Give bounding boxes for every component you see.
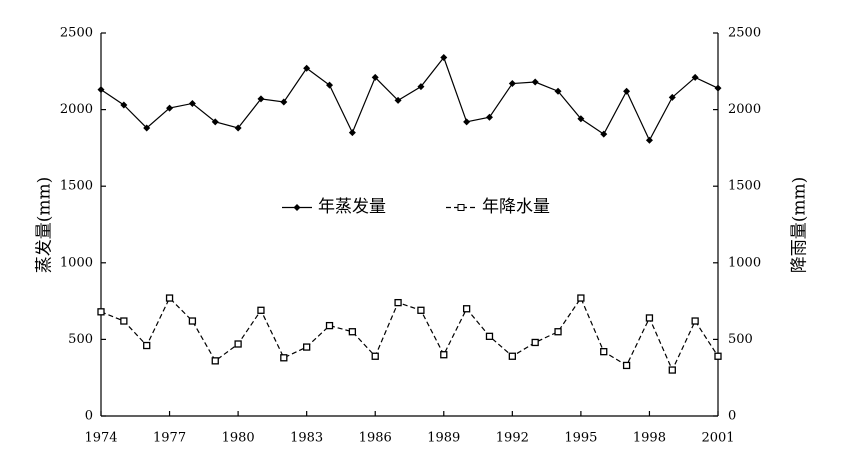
x-tick-label: 1977 bbox=[153, 431, 186, 446]
marker bbox=[531, 338, 539, 347]
marker bbox=[97, 86, 105, 94]
marker bbox=[463, 118, 471, 126]
marker bbox=[303, 343, 311, 351]
marker bbox=[508, 352, 516, 360]
x-tick-label: 1980 bbox=[222, 431, 255, 446]
y-tick-label: 2500 bbox=[60, 26, 93, 41]
marker bbox=[234, 124, 242, 132]
x-tick-label: 1983 bbox=[290, 431, 323, 446]
y2-tick-label: 1500 bbox=[728, 179, 761, 194]
marker bbox=[440, 54, 448, 62]
y-tick-label: 1500 bbox=[60, 179, 93, 194]
x-tick-label: 1998 bbox=[633, 431, 666, 446]
marker bbox=[280, 98, 288, 106]
marker bbox=[668, 366, 676, 374]
marker bbox=[714, 84, 722, 92]
legend-marker bbox=[457, 204, 465, 211]
marker bbox=[371, 352, 379, 360]
y-axis-title: 蒸发量(mm) bbox=[35, 177, 55, 274]
x-tick-label: 1989 bbox=[427, 431, 460, 446]
marker bbox=[508, 80, 516, 88]
marker bbox=[120, 101, 128, 109]
x-tick-label: 1995 bbox=[564, 431, 597, 446]
marker bbox=[622, 361, 631, 370]
x-tick-label: 1974 bbox=[84, 431, 117, 446]
marker bbox=[211, 118, 219, 126]
legend-label: 年降水量 bbox=[482, 197, 550, 217]
legend-label: 年蒸发量 bbox=[318, 197, 386, 217]
marker bbox=[485, 113, 493, 121]
marker bbox=[691, 73, 699, 81]
marker bbox=[257, 95, 265, 103]
marker bbox=[188, 317, 197, 325]
marker bbox=[394, 298, 402, 307]
marker bbox=[166, 104, 174, 112]
y2-axis-title: 降雨量(mm) bbox=[790, 177, 810, 274]
marker bbox=[394, 96, 402, 104]
marker bbox=[257, 306, 265, 314]
x-tick-label: 1986 bbox=[359, 431, 392, 446]
x-tick-label: 1992 bbox=[496, 431, 529, 446]
marker bbox=[143, 124, 151, 132]
y-tick-label: 1000 bbox=[60, 255, 93, 270]
x-tick-label: 2001 bbox=[701, 431, 734, 446]
marker bbox=[120, 317, 128, 325]
marker bbox=[600, 348, 608, 356]
y2-tick-label: 500 bbox=[728, 332, 753, 347]
marker bbox=[577, 294, 585, 302]
marker bbox=[462, 305, 471, 313]
marker bbox=[691, 317, 699, 325]
marker bbox=[143, 341, 151, 350]
y2-tick-label: 2500 bbox=[728, 26, 761, 41]
marker bbox=[188, 99, 196, 107]
series-line bbox=[100, 56, 719, 142]
marker bbox=[234, 340, 242, 348]
marker bbox=[165, 294, 174, 302]
marker bbox=[417, 306, 425, 314]
y2-tick-label: 2000 bbox=[728, 102, 761, 117]
marker bbox=[440, 351, 448, 359]
marker bbox=[371, 73, 379, 81]
marker bbox=[211, 357, 219, 365]
marker bbox=[531, 78, 539, 86]
marker bbox=[714, 352, 722, 360]
marker bbox=[554, 328, 562, 336]
y-tick-label: 0 bbox=[85, 409, 93, 424]
legend-marker bbox=[293, 204, 301, 211]
marker bbox=[97, 308, 105, 316]
marker bbox=[348, 328, 357, 336]
y-tick-label: 2000 bbox=[60, 102, 93, 117]
marker bbox=[600, 130, 608, 138]
y2-tick-label: 0 bbox=[728, 409, 736, 424]
marker bbox=[645, 314, 654, 322]
marker bbox=[623, 87, 631, 95]
marker bbox=[417, 83, 425, 91]
marker bbox=[668, 93, 676, 101]
marker bbox=[280, 354, 288, 362]
series-line bbox=[100, 296, 719, 372]
marker bbox=[348, 129, 356, 137]
marker bbox=[485, 332, 494, 340]
y2-tick-label: 1000 bbox=[728, 255, 761, 270]
marker bbox=[554, 87, 562, 95]
marker bbox=[303, 64, 311, 72]
marker bbox=[645, 136, 653, 144]
marker bbox=[577, 115, 585, 123]
y-tick-label: 500 bbox=[68, 332, 93, 347]
marker bbox=[326, 81, 334, 89]
marker bbox=[325, 321, 334, 330]
